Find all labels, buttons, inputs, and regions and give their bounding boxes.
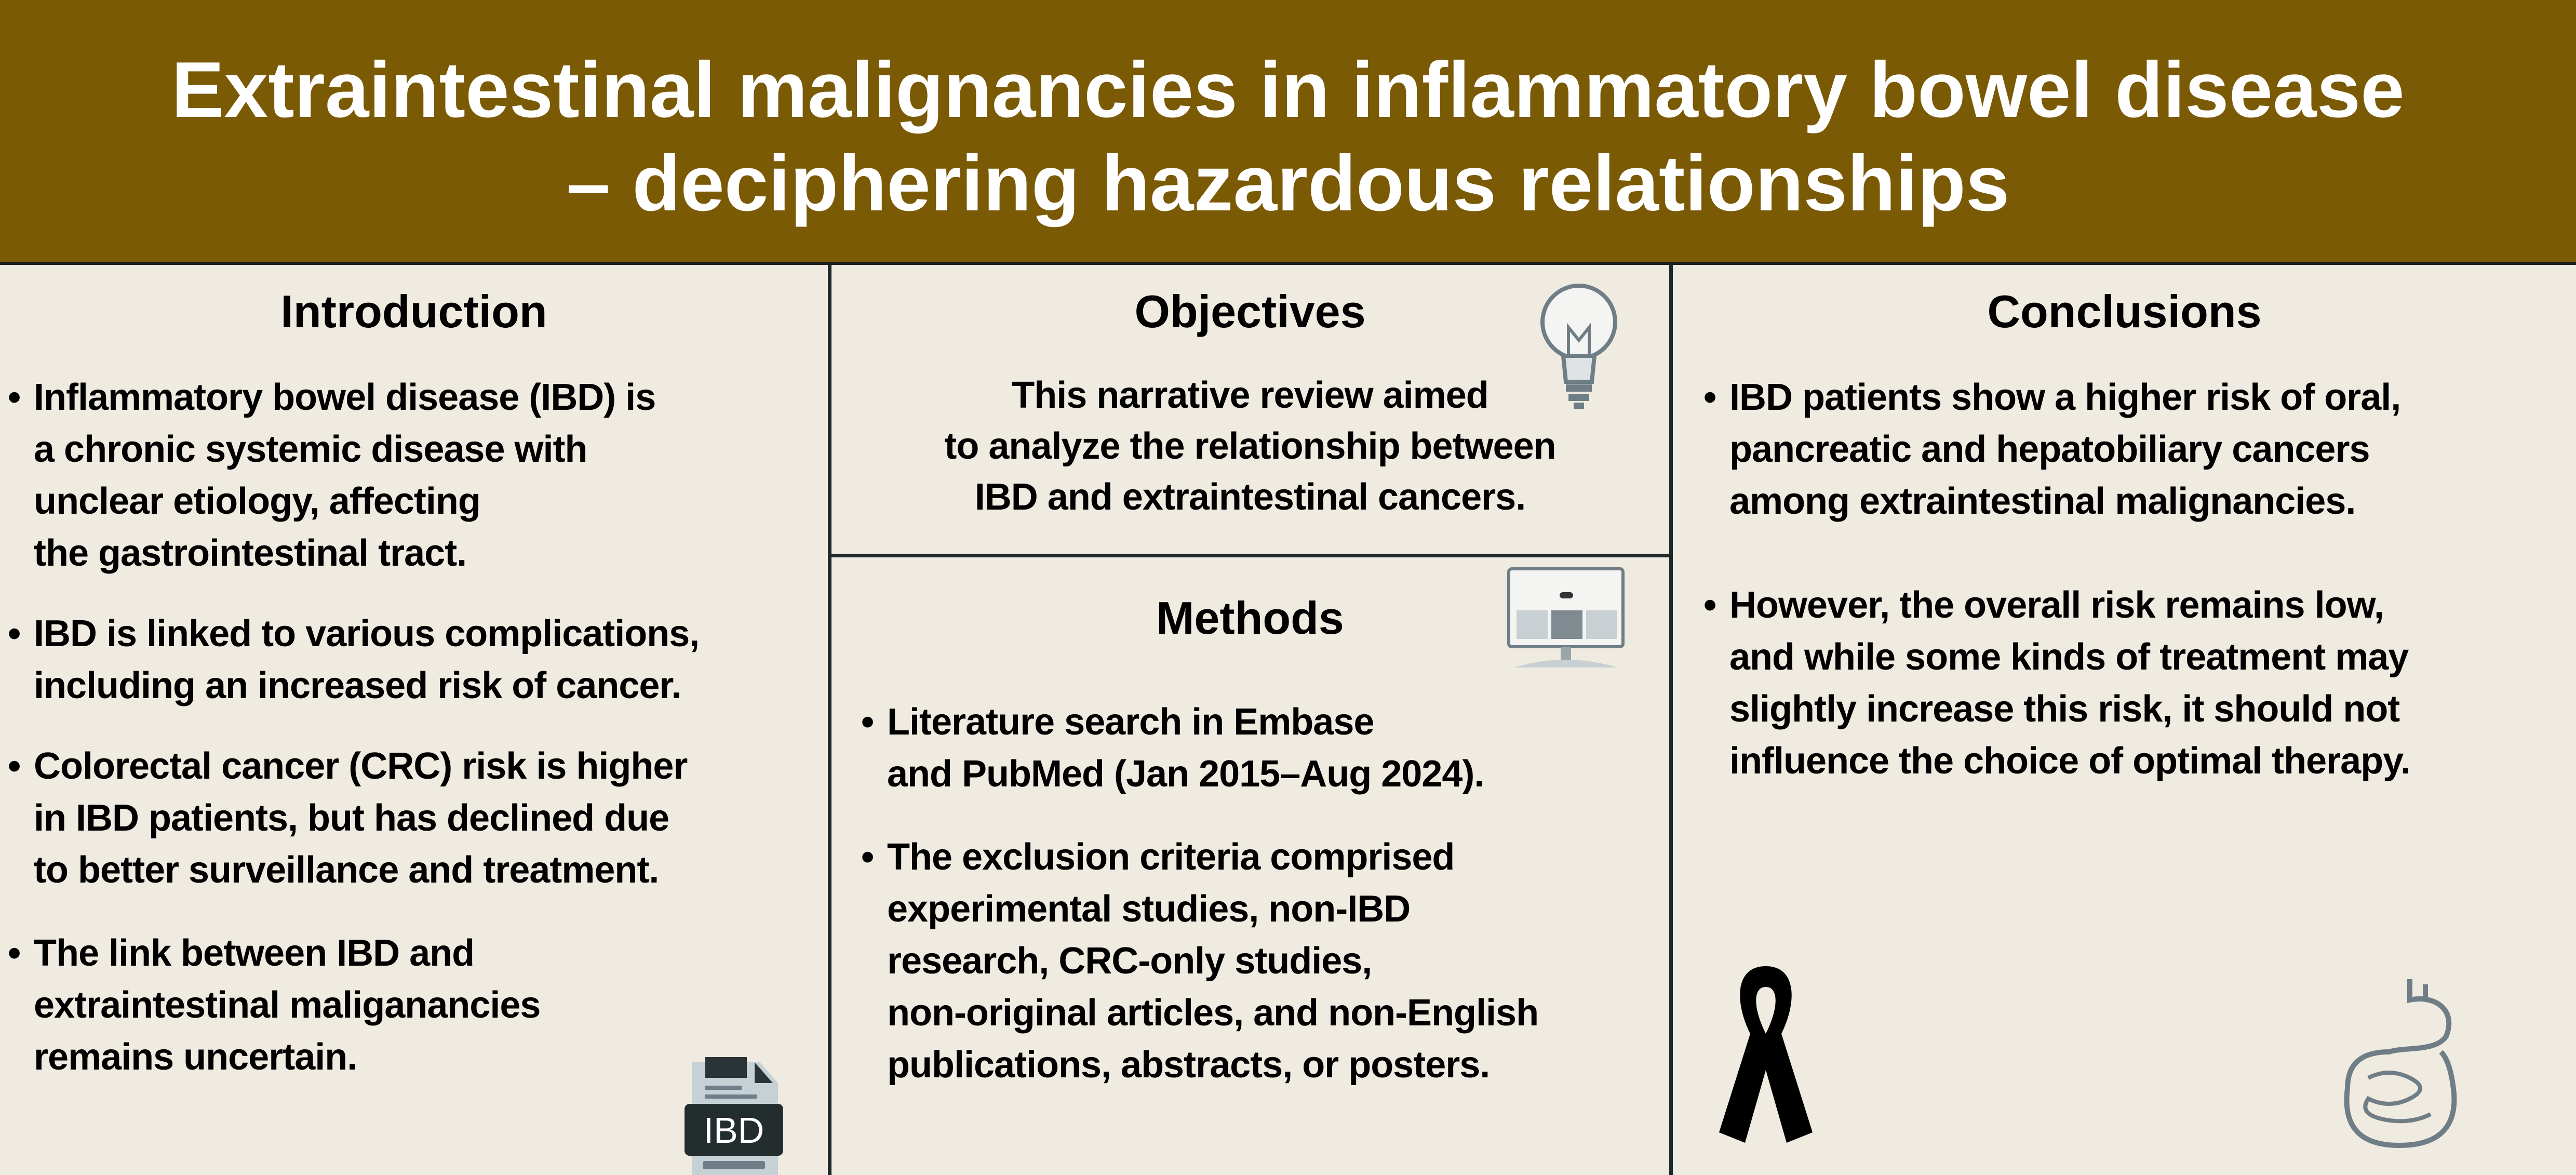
introduction-bullet: • Inflammatory bowel disease (IBD) is a ch… [8,371,656,579]
bullet-line: However, the overall risk remains low, [1729,584,2384,626]
bullet-line: to better surveillance and treatment. [34,849,659,891]
bullet-icon: • [8,745,21,787]
bullet-line: in IBD patients, but has declined due [34,797,669,839]
computer-monitor-icon [1507,567,1625,667]
title-banner: Extraintestinal malignancies in inflamma… [0,0,2576,265]
bullet-line: IBD patients show a higher risk of oral, [1729,377,2401,418]
bullet-icon: • [1703,584,1716,626]
bullet-line: publications, abstracts, or posters. [887,1044,1490,1086]
bullet-line: and PubMed (Jan 2015–Aug 2024). [887,753,1484,795]
bullet-line: extraintestinal maliganancies [34,984,541,1026]
introduction-heading: Introduction [280,286,547,337]
column-divider [828,265,831,1175]
bullet-icon: • [8,377,21,418]
introduction-bullet: • IBD is linked to various complications,… [8,608,700,712]
bullet-line: remains uncertain. [34,1036,357,1078]
bullet-line: non-original articles, and non-English [887,992,1539,1034]
objectives-text: This narrative review aimed to analyze t… [831,370,1669,523]
conclusions-bullet: • IBD patients show a higher risk of oral… [1703,371,2401,527]
ibd-icon-label: IBD [704,1110,764,1151]
bullet-line: pancreatic and hepatobiliary cancers [1729,429,2370,470]
bullet-line: slightly increase this risk, it should n… [1729,688,2400,730]
conclusions-heading: Conclusions [1987,286,2262,337]
objectives-line: to analyze the relationship between [944,425,1556,467]
methods-bullet: • The exclusion criteria comprised experim… [861,831,1539,1091]
methods-bullet: • Literature search in Embase and PubMed (… [861,696,1484,800]
conclusions-bullet: • However, the overall risk remains low, a… [1703,579,2411,787]
column-divider [1669,265,1673,1175]
bullet-icon: • [861,701,874,743]
awareness-ribbon-icon [1719,966,1813,1143]
bullet-line: IBD is linked to various complications, [34,613,700,655]
bullet-icon: • [8,932,21,974]
bullet-line: The link between IBD and [34,932,475,974]
bullet-line: including an increased risk of cancer. [34,665,681,706]
bullet-line: and while some kinds of treatment may [1729,636,2409,678]
ibd-document-icon: IBD [685,1057,783,1175]
bullet-line: the gastrointestinal tract. [34,532,467,574]
bullet-line: Inflammatory bowel disease (IBD) is [34,377,656,418]
objectives-line: IBD and extraintestinal cancers. [974,476,1526,518]
title-line-1: Extraintestinal malignancies in inflamma… [171,46,2405,134]
row-divider [831,554,1669,557]
digestive-system-icon [2344,979,2457,1149]
title-line-2: – deciphering hazardous relationships [566,139,2010,228]
introduction-bullet: • The link between IBD and extraintestinal… [8,927,541,1083]
methods-heading: Methods [1156,592,1344,644]
bullet-icon: • [1703,377,1716,418]
objectives-heading: Objectives [1134,286,1366,337]
bullet-icon: • [861,836,874,878]
lightbulb-icon [1540,284,1617,409]
bullet-line: among extraintestinal malignancies. [1729,480,2356,522]
introduction-bullet: • Colorectal cancer (CRC) risk is higher i… [8,740,688,896]
bullet-line: unclear etiology, affecting [34,480,481,522]
objectives-line: This narrative review aimed [1012,375,1488,416]
bullet-line: influence the choice of optimal therapy. [1729,740,2411,782]
bullet-line: The exclusion criteria comprised [887,836,1455,878]
bullet-line: Colorectal cancer (CRC) risk is higher [34,745,688,787]
bullet-line: experimental studies, non-IBD [887,888,1411,930]
bullet-line: a chronic systemic disease with [34,429,588,470]
bullet-line: Literature search in Embase [887,701,1374,743]
bullet-line: research, CRC-only studies, [887,940,1372,982]
bullet-icon: • [8,613,21,655]
